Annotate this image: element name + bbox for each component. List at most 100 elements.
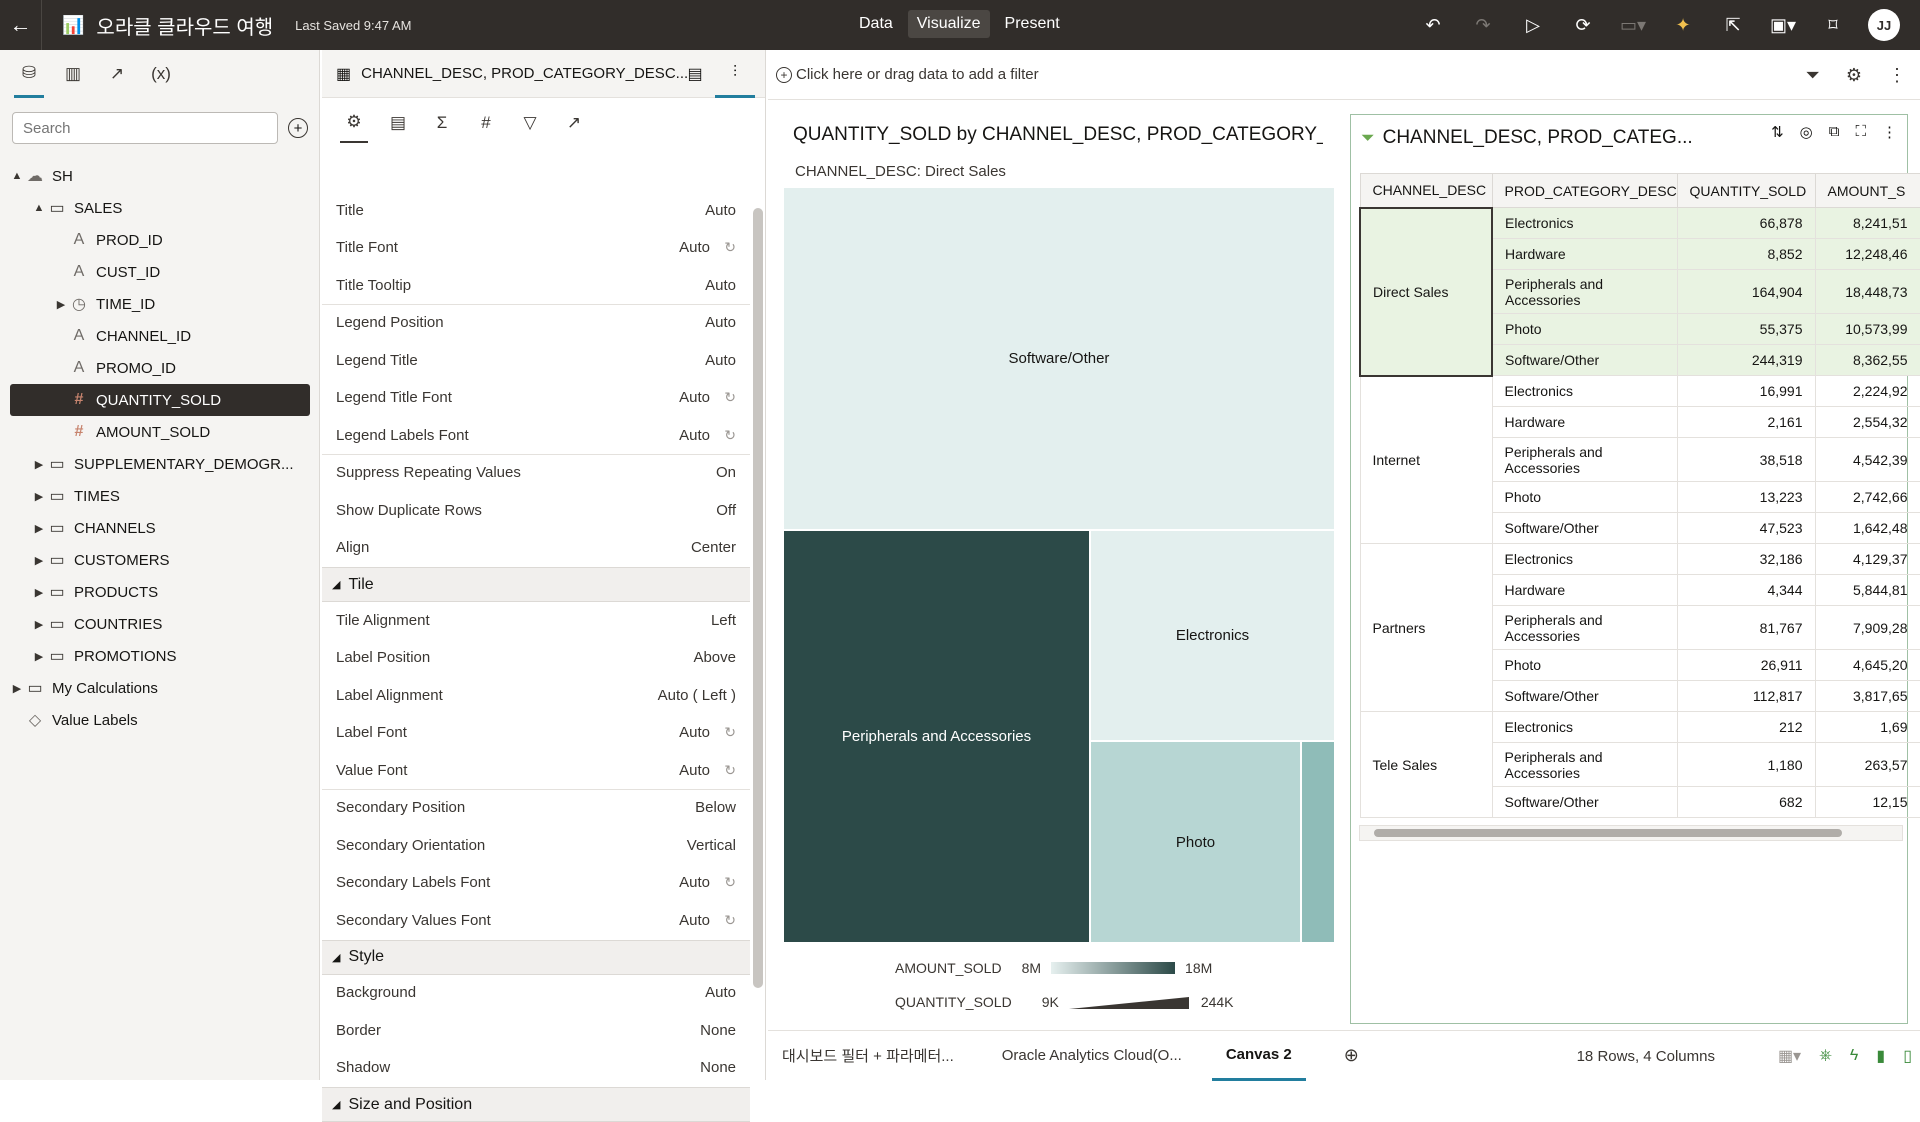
amount-cell[interactable]: 4,129,37	[1814, 543, 1920, 575]
tree-item[interactable]: ▶ ▭ My Calculations	[10, 672, 310, 704]
col-quantity-sold[interactable]: QUANTITY_SOLD	[1676, 173, 1816, 208]
tree-item[interactable]: A PROMO_ID	[10, 352, 310, 384]
settings-icon[interactable]: ◎	[1799, 124, 1813, 141]
tile-software-other[interactable]: Software/Other	[783, 187, 1335, 530]
table-h-scroll-thumb[interactable]	[1374, 829, 1842, 837]
table-row[interactable]: Software/Other 244,319 8,362,55	[1360, 344, 1920, 376]
table-row[interactable]: Peripherals and Accessories 81,767 7,909,2…	[1360, 605, 1920, 650]
canvas-tab-3[interactable]: Canvas 2	[1211, 1031, 1306, 1081]
channel-cell[interactable]: Tele Sales	[1359, 711, 1493, 818]
quantity-cell[interactable]: 32,186	[1676, 543, 1816, 575]
amount-cell[interactable]: 7,909,28	[1814, 605, 1920, 650]
amount-cell[interactable]: 4,645,20	[1814, 649, 1920, 681]
amount-cell[interactable]: 263,57	[1814, 742, 1920, 787]
tile-photo[interactable]: Photo	[1090, 741, 1301, 943]
amount-cell[interactable]: 1,642,48	[1814, 512, 1920, 544]
expand-toggle-icon[interactable]: ▶	[34, 586, 44, 599]
collapse-triangle-icon[interactable]: ◢	[332, 951, 341, 964]
table-row[interactable]: Partners Electronics 32,186 4,129,37	[1359, 543, 1920, 712]
hash-icon[interactable]: #	[481, 113, 491, 132]
tree-item[interactable]: A PROD_ID	[10, 224, 310, 256]
layout-icon[interactable]: ▦▾	[1777, 1048, 1802, 1065]
amount-cell[interactable]: 4,542,39	[1814, 437, 1920, 482]
quantity-cell[interactable]: 26,911	[1676, 649, 1816, 681]
table-h-scrollbar[interactable]	[1359, 825, 1903, 841]
export-icon[interactable]: ⇱	[1725, 14, 1741, 35]
col-amount-sold[interactable]: AMOUNT_S	[1814, 173, 1920, 208]
quantity-cell[interactable]: 55,375	[1676, 313, 1816, 345]
filter-placeholder[interactable]: Click here or drag data to add a filter	[796, 66, 1039, 83]
quantity-cell[interactable]: 1,180	[1676, 742, 1816, 787]
category-cell[interactable]: Electronics	[1491, 375, 1678, 407]
bookmark-icon[interactable]: ⌑	[1828, 14, 1838, 35]
category-cell[interactable]: Peripherals and Accessories	[1491, 269, 1678, 314]
amount-cell[interactable]: 1,69	[1814, 711, 1920, 743]
property-value[interactable]: Auto	[679, 239, 710, 257]
property-value[interactable]: Auto	[679, 724, 710, 742]
reset-icon[interactable]: ↻	[724, 426, 736, 443]
workbook-title[interactable]: 오라클 클라우드 여행	[96, 16, 274, 39]
analytics-tab-icon[interactable]: ↗	[109, 64, 125, 83]
collapse-triangle-icon[interactable]: ◢	[332, 579, 341, 591]
table-row[interactable]: Peripherals and Accessories 38,518 4,542,3…	[1360, 437, 1920, 482]
property-value[interactable]: Auto	[679, 426, 710, 444]
tree-item[interactable]: ◇ Value Labels	[10, 704, 310, 736]
save-icon[interactable]: ▣▾	[1769, 14, 1797, 35]
amount-cell[interactable]: 12,248,46	[1814, 238, 1920, 270]
tree-item[interactable]: ▶ ▭ CUSTOMERS	[10, 544, 310, 576]
tile-hardware[interactable]	[1301, 741, 1335, 943]
property-value[interactable]: Auto	[705, 276, 736, 294]
tile-peripherals-and-accessories[interactable]: Peripherals and Accessories	[783, 530, 1090, 943]
canvas-tab-1[interactable]: 대시보드 필터 + 파라메터...	[782, 1048, 954, 1065]
amount-cell[interactable]: 2,554,32	[1814, 406, 1920, 438]
table-row[interactable]: Hardware 8,852 12,248,46	[1360, 238, 1920, 270]
category-cell[interactable]: Software/Other	[1491, 680, 1678, 712]
quantity-cell[interactable]: 16,991	[1676, 375, 1816, 407]
category-cell[interactable]: Peripherals and Accessories	[1491, 437, 1678, 482]
property-value[interactable]: Auto	[705, 201, 736, 219]
reset-icon[interactable]: ↻	[724, 724, 736, 741]
table-row[interactable]: Photo 13,223 2,742,66	[1360, 481, 1920, 513]
expand-toggle-icon[interactable]: ▶	[34, 458, 44, 471]
tree-item[interactable]: ▶ ◷ TIME_ID	[10, 288, 310, 320]
table-row[interactable]: Direct Sales Electronics 66,878 8,241,51	[1359, 206, 1920, 377]
quantity-cell[interactable]: 682	[1676, 786, 1816, 818]
add-filter-icon[interactable]: +	[776, 66, 792, 83]
more-icon[interactable]: ⋮	[1882, 124, 1897, 141]
mode-present[interactable]: Present	[1004, 15, 1060, 32]
table-row[interactable]: Photo 55,375 10,573,99	[1360, 313, 1920, 345]
tree-item[interactable]: ▲ ▭ SALES	[10, 192, 310, 224]
amount-cell[interactable]: 5,844,81	[1814, 574, 1920, 606]
amount-cell[interactable]: 3,817,65	[1814, 680, 1920, 712]
reset-icon[interactable]: ↻	[724, 874, 736, 891]
add-canvas-icon[interactable]: ⊕	[1343, 1045, 1359, 1065]
analytics-icon[interactable]: ↗	[566, 113, 582, 132]
reset-icon[interactable]: ↻	[724, 761, 736, 778]
tree-item[interactable]: ▶ ▭ TIMES	[10, 480, 310, 512]
axis-table-icon[interactable]: ▤	[389, 113, 407, 132]
filter-funnel-icon[interactable]: ⏷	[1805, 64, 1820, 85]
category-cell[interactable]: Electronics	[1491, 711, 1678, 743]
tree-item[interactable]: # AMOUNT_SOLD	[10, 416, 310, 448]
property-value[interactable]: Auto ( Left )	[657, 686, 736, 704]
category-cell[interactable]: Hardware	[1491, 238, 1678, 270]
property-value[interactable]: None	[700, 1059, 736, 1077]
category-cell[interactable]: Photo	[1491, 649, 1678, 681]
category-cell[interactable]: Peripherals and Accessories	[1491, 742, 1678, 787]
amount-cell[interactable]: 12,15	[1814, 786, 1920, 818]
property-value[interactable]: Auto	[705, 984, 736, 1002]
section-header[interactable]: ◢ Style	[322, 939, 750, 975]
quantity-cell[interactable]: 8,852	[1676, 238, 1816, 270]
panel-left-icon[interactable]: ▮	[1876, 1048, 1886, 1065]
expand-toggle-icon[interactable]: ▶	[34, 650, 44, 663]
grammar-icon[interactable]: ▤	[687, 66, 703, 83]
lightning-icon[interactable]: ϟ	[1849, 1047, 1859, 1064]
channel-cell[interactable]: Direct Sales	[1359, 206, 1493, 377]
property-value[interactable]: Below	[695, 799, 736, 817]
quantity-cell[interactable]: 38,518	[1676, 437, 1816, 482]
expand-toggle-icon[interactable]: ▶	[34, 618, 44, 631]
quantity-cell[interactable]: 4,344	[1676, 574, 1816, 606]
redo-icon[interactable]: ↷	[1475, 14, 1491, 35]
play-icon[interactable]: ▷	[1526, 14, 1540, 35]
property-value[interactable]: Auto	[679, 874, 710, 892]
